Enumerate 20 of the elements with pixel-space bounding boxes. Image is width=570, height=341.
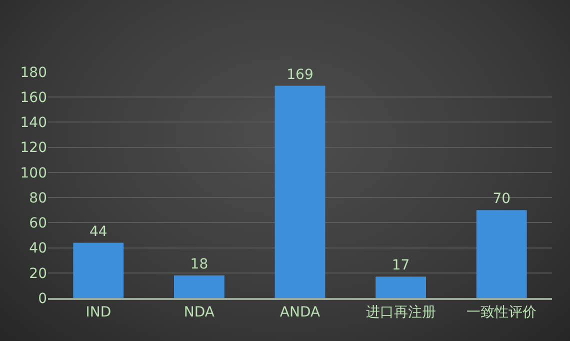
data-label: 17: [392, 258, 410, 274]
x-tick-label: NDA: [184, 304, 215, 321]
y-tick-label: 40: [29, 240, 47, 257]
data-label: 70: [492, 191, 511, 208]
x-tick-label: IND: [86, 304, 112, 321]
data-label: 169: [286, 66, 314, 83]
x-tick-label: 一致性评价: [466, 304, 537, 321]
data-label: 44: [89, 224, 108, 240]
x-tick-label: ANDA: [280, 304, 320, 321]
y-tick-label: 0: [38, 290, 47, 307]
y-tick-label: 80: [29, 190, 47, 206]
y-tick-label: 100: [20, 165, 47, 182]
y-tick-label: 120: [20, 140, 47, 156]
x-tick-label: 进口再注册: [366, 304, 436, 321]
y-tick-label: 20: [29, 266, 47, 282]
y-tick-label: 140: [20, 115, 47, 132]
data-label: 18: [190, 256, 208, 272]
y-tick-label: 160: [20, 90, 47, 106]
y-tick-label: 60: [29, 216, 47, 232]
y-tick-label: 180: [20, 64, 47, 81]
